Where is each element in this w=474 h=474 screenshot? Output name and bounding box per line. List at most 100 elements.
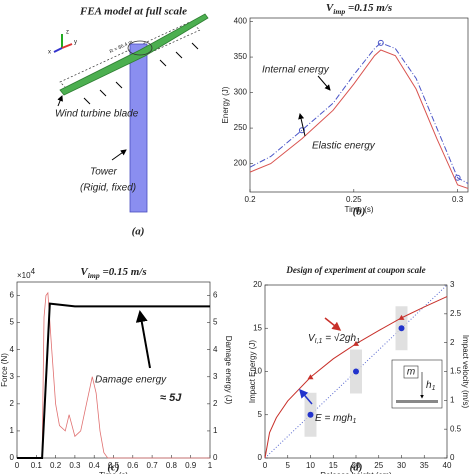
formula-part: 1 <box>356 338 360 345</box>
x-tick-label: 0.25 <box>346 195 362 204</box>
y-tick-label: 0 <box>10 453 15 462</box>
formula-part: = <box>322 333 333 344</box>
x-axis-label: Release height (cm) <box>320 471 392 474</box>
formula-part: I,1 <box>315 338 323 345</box>
y2-tick-label: 2 <box>450 338 455 347</box>
x-tick-label: 0 <box>263 461 268 470</box>
panel-caption: (b) <box>353 206 366 218</box>
annotation: Internal energy <box>262 65 330 76</box>
y-tick-label: 400 <box>234 17 248 26</box>
formula-part: imp <box>333 7 345 16</box>
x-tick-label: 25 <box>374 461 383 470</box>
marker <box>307 411 314 418</box>
series-line <box>264 296 448 459</box>
y-axis-label: Impact Energy (J) <box>248 340 257 403</box>
marker <box>353 340 359 346</box>
series-line <box>249 42 469 184</box>
arrow <box>298 113 306 137</box>
y2-tick-label: 0 <box>213 453 218 462</box>
formula: Vimp =0.15 m/s <box>80 266 146 281</box>
arrow <box>57 95 63 107</box>
annotation: Elastic energy <box>312 141 376 152</box>
x-tick-label: 0.3 <box>69 461 81 470</box>
formula-part: =0.15 m/s <box>345 2 392 14</box>
x-tick-label: 0.6 <box>127 461 139 470</box>
y-tick-label: 15 <box>253 323 262 332</box>
x-tick-label: 0.8 <box>166 461 178 470</box>
x-tick-label: 0.9 <box>185 461 197 470</box>
formula-part: 1 <box>353 418 357 425</box>
panel-caption: (a) <box>132 226 145 238</box>
y2-tick-label: 4 <box>213 345 218 354</box>
marker <box>307 374 314 380</box>
y2-axis-label: Impact velocity (m/s) <box>461 335 470 409</box>
tower-label: Tower <box>90 167 118 178</box>
x-tick-label: 0.5 <box>108 461 120 470</box>
axis-label: y <box>74 40 77 46</box>
inset-mass <box>403 365 419 379</box>
annotation: Damage energy <box>95 375 167 386</box>
tower-note: (Rigid, fixed) <box>80 183 136 194</box>
diagram-title: FEA model at full scale <box>79 6 187 18</box>
y2-tick-label: 2.5 <box>450 309 462 318</box>
panel-caption: (c) <box>107 462 119 474</box>
y-tick-label: 20 <box>253 280 262 289</box>
inset-ground <box>396 400 438 403</box>
y-tick-label: 6 <box>10 291 15 300</box>
hub <box>127 40 153 56</box>
formula: Vimp =0.15 m/s <box>326 2 392 17</box>
annotation: ≈ 5J <box>160 392 182 404</box>
plot-frame <box>249 17 469 193</box>
arrow <box>111 149 127 161</box>
inset-label: m <box>407 367 415 378</box>
diagram-a: FEA model at full scale z y x R = 86.4 m… <box>48 6 209 238</box>
y-tick-label: 350 <box>234 52 248 61</box>
formula-part: E = mgh <box>315 413 353 424</box>
formula-part: =0.15 m/s <box>100 266 147 278</box>
y2-tick-label: 0.5 <box>450 424 462 433</box>
y-tick-label: 4 <box>10 345 15 354</box>
arrow <box>324 317 342 331</box>
x-tick-label: 5 <box>286 461 291 470</box>
formula: ×104 <box>17 267 36 281</box>
marker <box>398 314 405 320</box>
marker <box>398 325 405 332</box>
x-tick-label: 35 <box>420 461 429 470</box>
y-tick-label: 5 <box>258 410 263 419</box>
formula: E = mgh1 <box>315 413 357 426</box>
formula-part: ×10 <box>17 271 31 280</box>
y2-tick-label: 3 <box>450 280 455 289</box>
y2-tick-label: 5 <box>213 318 218 327</box>
x-tick-label: 0.2 <box>244 195 256 204</box>
x-axis-label: Time (s) <box>344 205 373 214</box>
blade-label: Wind turbine blade <box>55 109 139 120</box>
formula-part: V <box>80 266 89 278</box>
y-tick-label: 250 <box>234 123 248 132</box>
formula-part: √2gh <box>334 332 357 344</box>
inset-label: h1 <box>426 380 436 393</box>
y-tick-label: 3 <box>10 372 15 381</box>
loads <box>83 42 199 105</box>
y-tick-label: 10 <box>253 367 262 376</box>
marker <box>377 39 384 46</box>
y-axis-label: Force (N) <box>0 353 9 387</box>
inset-part: h <box>426 380 432 391</box>
x-tick-label: 40 <box>443 461 452 470</box>
y2-tick-label: 1 <box>450 395 455 404</box>
y-tick-label: 200 <box>234 159 248 168</box>
x-tick-label: 20 <box>352 461 361 470</box>
arrow <box>135 310 151 369</box>
tower <box>129 43 148 213</box>
series-line <box>17 302 210 459</box>
series-line <box>249 49 469 189</box>
axis-x <box>53 47 63 53</box>
x-tick-label: 10 <box>306 461 315 470</box>
x-tick-label: 30 <box>397 461 406 470</box>
x-axis-label: Time (s) <box>99 471 128 474</box>
x-tick-label: 15 <box>329 461 338 470</box>
formula-part: V <box>326 2 335 14</box>
y-tick-label: 5 <box>10 318 15 327</box>
y2-tick-label: 1 <box>213 426 218 435</box>
axis-label: x <box>48 50 51 56</box>
